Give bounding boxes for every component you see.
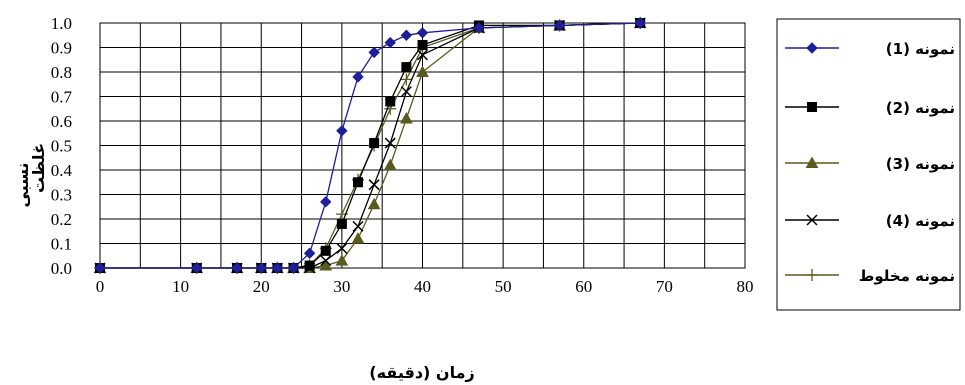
x-tick-label: 70 [656, 277, 673, 296]
plot-area-frame [99, 22, 746, 269]
y-tick-label: 0.5 [51, 137, 72, 156]
triangle-marker [351, 232, 365, 244]
legend-item: نمونه مخلوط [785, 267, 955, 285]
diamond-marker [384, 36, 396, 49]
y-tick-label: 0.3 [51, 186, 72, 205]
triangle-marker [400, 112, 413, 124]
diamond-marker [320, 196, 332, 208]
series-1 [94, 17, 646, 274]
legend: نمونه (1) نمونه (2) نمونه (3) نمونه (4) نمون… [776, 18, 961, 311]
square-marker [807, 102, 817, 112]
x-marker [320, 255, 332, 267]
legend-item: نمونه (3) [785, 155, 955, 173]
x-marker [416, 49, 429, 61]
legend-label: نمونه (1) [886, 40, 955, 58]
diamond-marker [287, 262, 300, 274]
plus-marker [806, 269, 818, 281]
triangle-marker [805, 156, 819, 168]
triangle-marker [416, 65, 429, 77]
x-marker [400, 86, 412, 98]
y-tick-label: 0.6 [51, 112, 72, 131]
y-tick-label: 0.7 [51, 88, 73, 107]
diamond-marker [400, 29, 413, 41]
y-axis-ticks: 0.0 0.1 0.2 0.3 0.4 0.5 0.6 0.7 0.8 0.9 1.0 [51, 14, 73, 278]
x-axis-title: زمان (دقیقه) [369, 363, 474, 382]
y-tick-label: 0.1 [51, 235, 72, 254]
legend-label: نمونه (4) [886, 212, 955, 230]
square-marker [417, 40, 428, 51]
square-marker [385, 96, 396, 107]
y-tick-label: 1.0 [51, 14, 72, 33]
square-marker [353, 177, 363, 188]
legend-item: نمونه (1) [785, 40, 955, 58]
x-marker [368, 179, 380, 191]
diamond-marker [94, 262, 106, 274]
legend-box [776, 18, 961, 311]
x-tick-label: 10 [172, 277, 189, 296]
triangle-marker [319, 259, 333, 271]
diamond-marker [336, 125, 348, 137]
diamond-marker [416, 27, 429, 39]
triangle-marker [335, 254, 349, 266]
diamond-marker [473, 22, 485, 34]
diamond-marker [352, 71, 364, 83]
x-marker [352, 220, 364, 232]
x-tick-label: 60 [575, 277, 592, 296]
diamond-marker [231, 262, 243, 274]
legend-label: نمونه (3) [886, 155, 955, 173]
diamond-marker [806, 42, 818, 54]
diamond-marker [368, 46, 380, 59]
x-marker [384, 137, 396, 149]
x-axis-ticks: 0 10 20 30 40 50 60 70 80 [96, 277, 754, 296]
y-tick-label: 0.4 [51, 161, 73, 180]
x-tick-label: 30 [333, 277, 350, 296]
diamond-marker [271, 262, 284, 274]
square-marker [304, 260, 315, 271]
triangle-marker [367, 197, 381, 210]
x-tick-label: 0 [96, 277, 105, 296]
square-marker [336, 218, 347, 229]
x-tick-label: 40 [414, 277, 431, 296]
legend-item: نمونه (2) [785, 99, 955, 117]
legend-label: نمونه مخلوط [859, 267, 955, 285]
y-tick-label: 0.8 [51, 63, 72, 82]
diamond-marker [191, 262, 203, 274]
diamond-marker [553, 19, 566, 32]
y-axis-title-line-2: نسبی [13, 162, 32, 207]
plus-marker [400, 73, 413, 86]
x-tick-label: 20 [253, 277, 270, 296]
y-tick-label: 0.0 [51, 259, 72, 278]
x-marker [336, 242, 348, 254]
x-tick-label: 80 [737, 277, 754, 296]
series-layer [93, 16, 647, 274]
y-tick-label: 0.9 [51, 39, 72, 58]
x-marker [806, 214, 818, 226]
diamond-marker [634, 17, 646, 29]
y-tick-label: 0.2 [51, 210, 72, 229]
square-marker [369, 138, 380, 149]
legend-label: نمونه (2) [886, 99, 955, 117]
square-marker [320, 245, 331, 256]
legend-item: نمونه (4) [785, 212, 955, 230]
y-axis-title: غلظت نسبی [13, 143, 48, 208]
triangle-marker [383, 158, 397, 171]
grid-lines [99, 22, 746, 269]
square-marker [401, 62, 412, 73]
y-axis-title-line-1: غلظت [29, 143, 48, 193]
x-tick-label: 50 [495, 277, 512, 296]
diamond-marker [303, 247, 316, 260]
diamond-marker [255, 262, 267, 274]
